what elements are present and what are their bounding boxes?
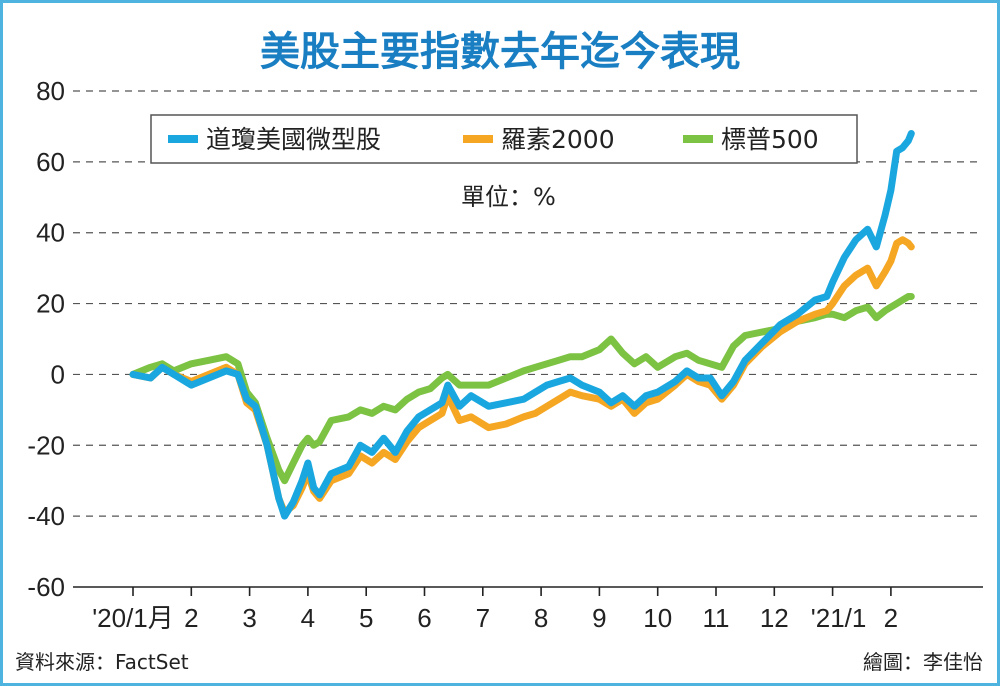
y-tick-label: -40 — [27, 501, 65, 531]
x-tick-label: '20/1月 — [92, 603, 174, 633]
chart-title: 美股主要指數去年迄今表現 — [260, 29, 740, 75]
series-line-microcap — [129, 130, 915, 520]
unit-label: 單位：% — [461, 183, 556, 211]
series-lines — [129, 130, 915, 520]
x-tick-label: 4 — [301, 603, 315, 633]
x-tick-label: 10 — [643, 603, 672, 633]
y-tick-label: -60 — [27, 572, 65, 602]
series-line-russell2000 — [129, 236, 915, 517]
y-tick-label: 0 — [51, 359, 65, 389]
legend-box — [150, 114, 858, 164]
credit-note: 繪圖：李佳怡 — [863, 650, 983, 674]
x-tick-label: 2 — [184, 603, 198, 633]
x-tick-label: 5 — [359, 603, 373, 633]
y-tick-label: 60 — [36, 147, 65, 177]
legend: 道瓊美國微型股 羅素2000 標普500 — [150, 114, 858, 164]
y-tick-label: -20 — [27, 430, 65, 460]
legend-label-russell2000: 羅素2000 — [501, 125, 615, 154]
y-tick-label: 40 — [36, 218, 65, 248]
legend-label-sp500: 標普500 — [721, 125, 819, 154]
x-tick-label: 11 — [703, 603, 730, 633]
x-tick-label: 8 — [534, 603, 548, 633]
chart-canvas: 美股主要指數去年迄今表現 80 60 40 20 0 -20 -40 -60 '20/1月 2 3… — [15, 29, 983, 674]
y-tick-label: 20 — [36, 289, 65, 319]
x-axis: '20/1月 2 3 4 5 6 7 8 9 10 11 12 '21/1 2 — [73, 586, 983, 633]
x-tick-label: '21/1 — [811, 603, 867, 633]
legend-label-microcap: 道瓊美國微型股 — [206, 125, 381, 154]
x-tick-label: 12 — [760, 603, 789, 633]
y-tick-label: 80 — [36, 76, 65, 106]
x-tick-label: 2 — [884, 603, 898, 633]
x-tick-label: 3 — [242, 603, 256, 633]
source-note: 資料來源：FactSet — [15, 650, 189, 674]
x-tick-label: 7 — [476, 603, 490, 633]
x-tick-label: 9 — [592, 603, 606, 633]
y-axis-ticks: 80 60 40 20 0 -20 -40 -60 — [27, 76, 65, 602]
x-tick-label: 6 — [417, 603, 431, 633]
